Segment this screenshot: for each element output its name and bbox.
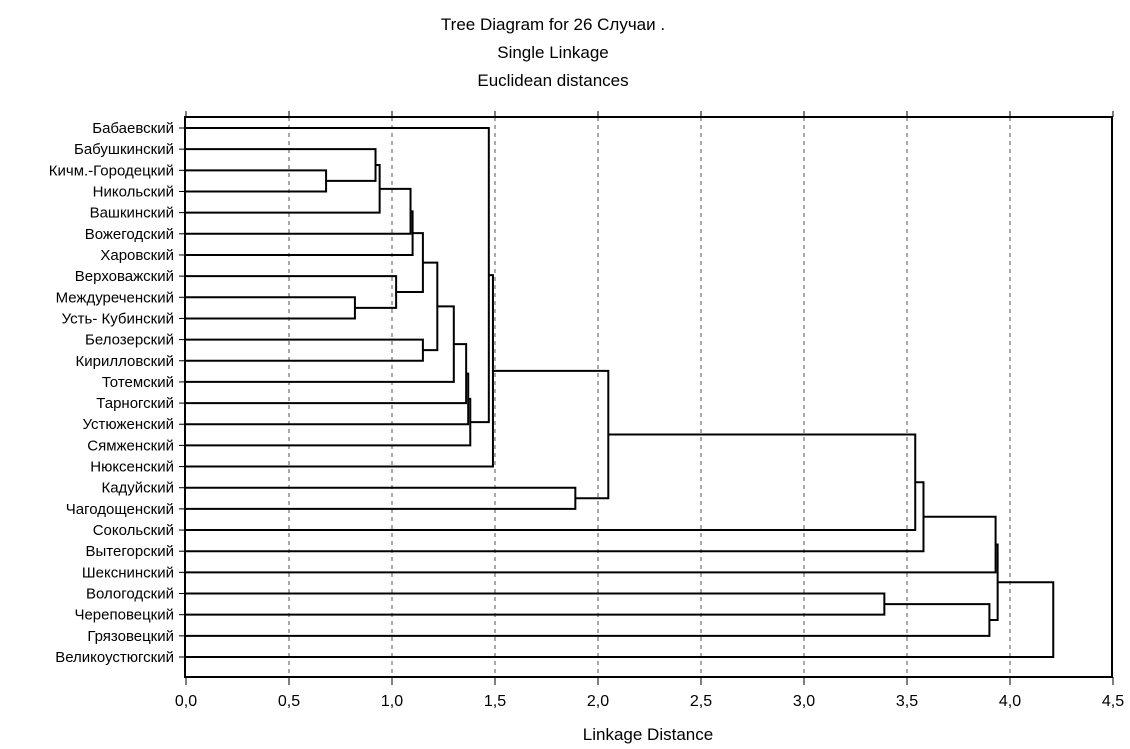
leaf-label: Нюксенский [90,459,174,476]
cluster-link [186,127,490,424]
plot-frame [184,116,1113,678]
grid-lines [288,117,1011,677]
leaf-label: Бабушкинский [74,141,174,158]
cluster-link [422,261,439,352]
x-tick-label: 0,5 [278,693,300,710]
x-tick-label: 3,0 [793,693,815,710]
cluster-link [186,343,468,405]
leaf-label: Верховажский [75,268,174,285]
cluster-link [186,603,991,637]
leaf-label: Усть- Кубинский [62,310,174,327]
x-tick-label: 1,5 [484,693,506,710]
leaf-label: Междуреченский [56,289,174,306]
leaf-label: Тарногский [96,395,174,412]
cluster-link [186,274,494,468]
cluster-link [186,187,412,235]
leaf-label: Кирилловский [76,353,174,370]
leaf-label: Вашкинский [90,205,174,222]
cluster-link [396,232,424,293]
leaf-label: Шекснинский [82,564,174,581]
leaf-label: Вологодский [86,586,174,603]
leaf-label: Кичм.-Городецкий [49,162,174,179]
cluster-link [186,481,925,553]
leaf-label: Сямженский [87,437,174,454]
cluster-link [492,369,610,500]
leaf-label: Грязовецкий [87,628,174,645]
cluster-link [186,433,917,532]
x-tick-label: 0,0 [175,693,197,710]
cluster-link [186,296,356,320]
cluster-link [186,515,997,574]
x-tick-label: 3,5 [896,693,918,710]
chart-title-line-1: Tree Diagram for 26 Случаи . [441,15,665,34]
cluster-link [186,169,328,193]
cluster-link [186,164,381,214]
cluster-link [186,397,472,447]
leaf-label: Великоустюгский [55,649,174,666]
leaf-label: Харовский [100,247,174,264]
leaf-label: Кадуйский [101,480,174,497]
leaf-labels: Бабаевский Бабушкинский Кичм.-Городецкий Ни… [49,120,185,666]
leaf-label: Бабаевский [92,120,174,137]
leaf-label: Белозерский [85,332,174,349]
x-tick-label: 1,0 [381,693,403,710]
x-tick-label: 2,0 [587,693,609,710]
leaf-label: Никольский [93,183,174,200]
cluster-link [186,486,577,510]
leaf-label: Сокольский [93,522,174,539]
cluster-link [186,148,377,182]
cluster-link [186,338,424,362]
leaf-label: Вытегорский [86,543,174,560]
x-tick-label: 2,5 [690,693,712,710]
x-axis-ticks: 0,0 0,5 1,0 1,5 2,0 2,5 3,0 3,5 4,0 4,5 [175,111,1124,710]
cluster-link [186,592,886,616]
leaf-label: Тотемский [102,374,174,391]
chart-title-line-3: Euclidean distances [477,71,628,90]
leaf-label: Устюженский [83,416,174,433]
chart-title-line-2: Single Linkage [497,43,609,62]
cluster-link [186,275,398,309]
leaf-label: Вожегодский [85,226,174,243]
x-tick-label: 4,0 [999,693,1021,710]
leaf-label: Череповецкий [74,607,174,624]
x-axis-label: Linkage Distance [583,725,713,744]
dendrogram-links [186,127,1055,658]
cluster-link [186,581,1055,658]
x-tick-label: 4,5 [1102,693,1124,710]
leaf-label: Чагодощенский [66,501,174,518]
